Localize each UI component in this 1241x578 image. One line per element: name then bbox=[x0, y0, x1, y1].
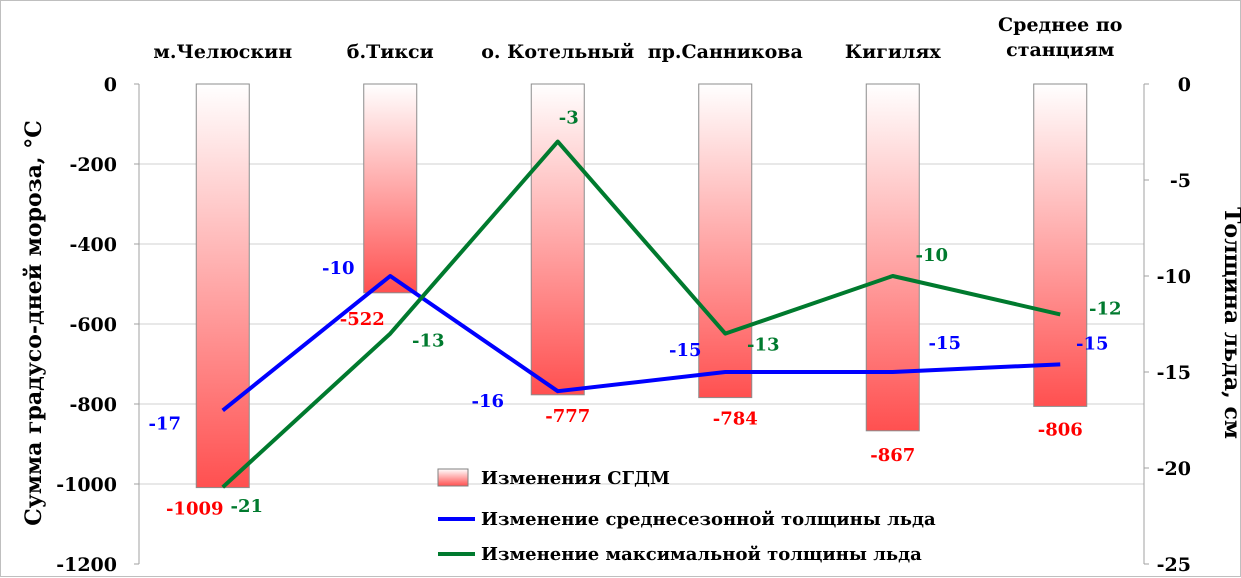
y-left-tick-label: 0 bbox=[104, 74, 117, 96]
bar bbox=[363, 83, 418, 294]
legend: Изменения СГДМ Изменение среднесезонной … bbox=[437, 468, 936, 565]
bar-data-label: -777 bbox=[545, 406, 590, 427]
bar bbox=[195, 83, 250, 489]
mean-line-data-label: -16 bbox=[471, 391, 504, 412]
y-right-tick-label: -20 bbox=[1157, 458, 1191, 480]
y-axis-left-title: Сумма градусо-дней мороза, °С bbox=[21, 120, 47, 526]
category-label: о. Котельный bbox=[481, 41, 634, 63]
max-line-data-label: -13 bbox=[412, 331, 445, 352]
category-label: Среднее по станциям bbox=[998, 14, 1122, 61]
y-left-tick-label: -1000 bbox=[56, 474, 117, 496]
mean-line-data-label: -15 bbox=[1076, 333, 1109, 354]
mean-thickness-line bbox=[221, 274, 1061, 412]
bar-data-label: -867 bbox=[870, 445, 915, 466]
bar bbox=[698, 83, 753, 399]
y-right-tick-label: -10 bbox=[1157, 266, 1191, 288]
legend-bar-swatch bbox=[437, 468, 469, 487]
data-labels: -1009 -522 -777 -784 -867 -806 -17 -10 -16 -15 -15… bbox=[148, 108, 1121, 520]
y-left-tick-label: -200 bbox=[69, 154, 117, 176]
legend-mean-line-label: Изменение среднесезонной толщины льда bbox=[481, 509, 936, 530]
max-line-data-label: -21 bbox=[230, 496, 263, 517]
category-label: пр.Санникова bbox=[648, 41, 803, 63]
mean-line-data-label: -15 bbox=[669, 340, 702, 361]
bar-series bbox=[195, 83, 1088, 489]
line-series bbox=[221, 139, 1061, 489]
y-right-tick-label: -15 bbox=[1157, 362, 1191, 384]
bar bbox=[530, 83, 585, 396]
bar bbox=[1033, 83, 1088, 407]
axes: 0 -200 -400 -600 -800 -1000 -1200 0 -5 -10 -15 -20 -… bbox=[56, 14, 1191, 576]
bar bbox=[865, 83, 920, 432]
y-right-tick-label: -5 bbox=[1170, 170, 1191, 192]
mean-line-data-label: -15 bbox=[928, 333, 961, 354]
mean-line-data-label: -17 bbox=[148, 413, 181, 434]
bar-data-label: -784 bbox=[713, 409, 758, 430]
bar-data-label: -1009 bbox=[166, 499, 224, 520]
max-line-data-label: -10 bbox=[915, 245, 948, 266]
legend-bar-label: Изменения СГДМ bbox=[481, 468, 670, 489]
y-right-tick-label: 0 bbox=[1178, 74, 1191, 96]
mean-line-data-label: -10 bbox=[322, 258, 355, 279]
gridlines bbox=[139, 163, 1144, 485]
y-left-tick-label: -400 bbox=[69, 234, 117, 256]
max-line-data-label: -13 bbox=[747, 335, 780, 356]
max-line-data-label: -3 bbox=[559, 108, 579, 129]
max-line-data-label: -12 bbox=[1089, 298, 1122, 319]
y-axis-right-title: Толщина льда, см bbox=[1219, 207, 1241, 439]
y-left-tick-label: -600 bbox=[69, 314, 117, 336]
y-left-tick-label: -1200 bbox=[56, 554, 117, 576]
legend-max-line-label: Изменение максимальной толщины льда bbox=[481, 544, 922, 565]
y-right-tick-label: -25 bbox=[1157, 554, 1191, 576]
bar-data-label: -522 bbox=[340, 309, 385, 330]
category-label: Кигилях bbox=[845, 41, 942, 63]
max-thickness-line bbox=[221, 139, 1061, 489]
bar-data-label: -806 bbox=[1038, 419, 1083, 440]
y-left-tick-label: -800 bbox=[69, 394, 117, 416]
category-label: б.Тикси bbox=[347, 41, 434, 63]
category-label: м.Челюскин bbox=[153, 41, 292, 63]
